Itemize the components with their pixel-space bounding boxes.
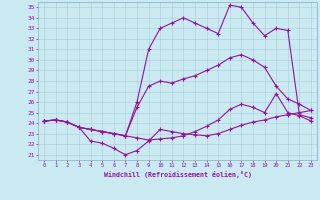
X-axis label: Windchill (Refroidissement éolien,°C): Windchill (Refroidissement éolien,°C) — [104, 171, 252, 178]
